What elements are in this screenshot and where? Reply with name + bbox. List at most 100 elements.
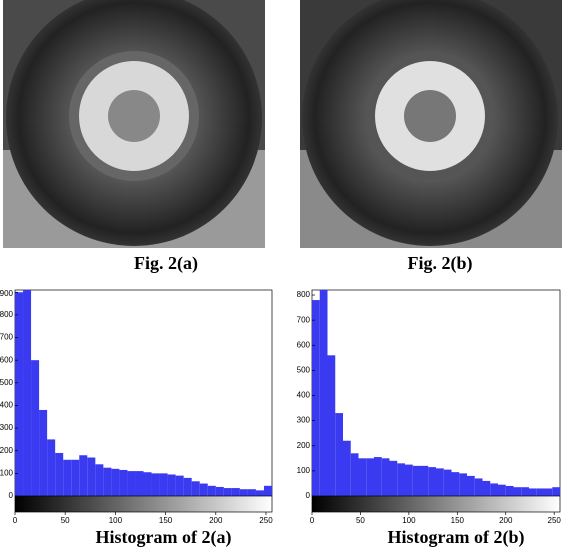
bar [327,355,336,496]
bar [55,452,64,496]
bar [552,487,560,496]
bar [482,480,491,496]
bar [215,486,224,496]
bar [335,413,343,496]
bar [47,439,56,496]
bar [151,473,160,496]
bar [223,488,232,496]
bar [358,458,367,496]
bar [111,468,120,496]
bar [319,290,328,496]
bar [436,468,444,496]
bar [175,475,184,496]
y-tick-label: 200 [297,441,311,450]
bar [247,489,256,496]
y-tick-label: 100 [297,466,311,475]
bar [183,477,192,496]
bar [103,467,112,496]
bar [529,488,537,496]
bar [428,467,436,496]
caption: Fig. 2(a) [134,253,198,274]
caption: Fig. 2(b) [408,253,473,274]
y-tick-label: 400 [297,391,311,400]
bar [199,483,208,496]
bar [474,478,483,496]
bar [381,458,390,496]
bar [167,474,176,496]
y-tick-label: 500 [297,365,311,374]
bar [191,481,200,496]
bar [467,475,475,496]
bar [498,484,506,496]
x-tick-label: 50 [61,516,70,525]
x-tick-label: 100 [109,516,123,525]
y-tick-label: 100 [0,468,14,477]
y-tick-label: 700 [0,333,14,342]
photo-a [3,0,265,248]
bar [412,465,421,496]
bar [31,360,40,496]
bar [63,459,72,496]
chart-caption: Histogram of 2(b) [388,527,525,548]
x-tick-label: 250 [259,516,273,525]
y-tick-label: 800 [297,290,311,299]
bar [239,489,248,496]
y-tick-label: 500 [0,378,14,387]
x-tick-label: 250 [548,516,562,525]
bar [127,471,136,496]
bar [71,459,80,496]
y-tick-label: 0 [306,491,311,500]
bar [159,473,168,496]
bar [119,469,128,496]
bar [513,487,522,496]
bar [263,485,272,496]
y-tick-label: 300 [0,423,14,432]
gray-bar [14,495,273,513]
bar [207,485,216,496]
x-tick-label: 50 [356,516,365,525]
x-tick-label: 0 [310,516,315,525]
y-tick-label: 600 [0,355,14,364]
bar [420,465,429,496]
bar [389,460,398,496]
chart-caption: Histogram of 2(a) [96,527,232,548]
y-tick-label: 200 [0,446,14,455]
bar [231,488,240,496]
bar [79,455,88,496]
bar [95,464,104,496]
bar [135,471,144,496]
x-tick-label: 150 [159,516,173,525]
y-tick-label: 600 [297,340,311,349]
bar [374,457,382,496]
y-tick-label: 800 [0,310,14,319]
y-tick-label: 400 [0,401,14,410]
bar [39,409,48,496]
bar [255,490,264,496]
bar [87,457,96,496]
x-tick-label: 200 [499,516,513,525]
x-tick-label: 0 [13,516,18,525]
bar [505,485,514,496]
bar [459,473,467,496]
bar [405,464,413,496]
bar [366,458,374,496]
bar [521,487,529,496]
bar [397,463,405,496]
bar [443,469,452,496]
gray-bar [311,495,561,513]
bar [23,290,32,496]
x-tick-label: 200 [209,516,223,525]
bar [544,488,553,496]
bar [536,488,545,496]
x-tick-label: 150 [451,516,465,525]
bar [343,440,351,496]
photo-b [300,0,562,248]
x-tick-label: 100 [402,516,416,525]
y-tick-label: 700 [297,315,311,324]
y-tick-label: 900 [0,289,14,298]
bar [350,453,359,496]
bar [143,472,152,496]
y-tick-label: 0 [9,491,14,500]
bar [15,292,24,496]
